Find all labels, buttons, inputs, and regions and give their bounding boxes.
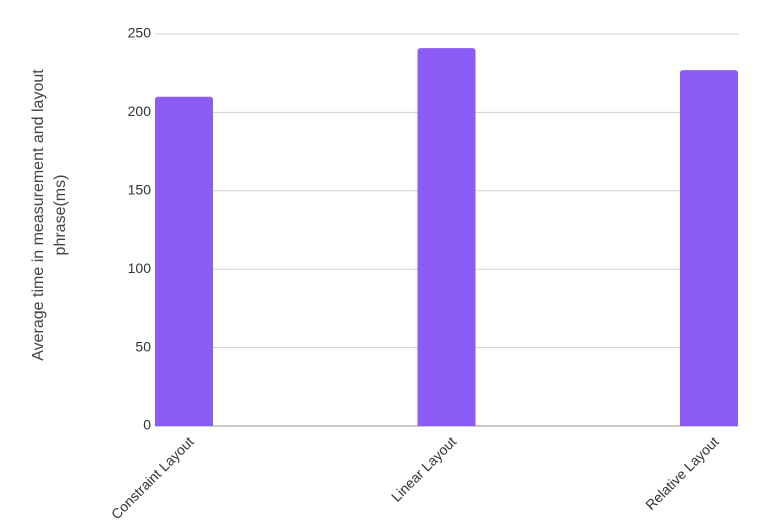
bar — [680, 70, 738, 427]
bar — [155, 96, 213, 426]
x-tick-label: Constraint Layout — [108, 433, 197, 522]
x-tick-label: Linear Layout — [388, 433, 459, 504]
y-tick-label: 250 — [128, 25, 152, 41]
y-tick-label: 150 — [128, 182, 152, 198]
y-tick-label: 100 — [128, 260, 152, 276]
bar — [417, 48, 476, 426]
y-tick-label: 200 — [128, 103, 152, 119]
y-tick-label: 0 — [143, 417, 151, 433]
y-axis-title: Average time in measurement and layout p… — [30, 69, 69, 361]
x-tick-label: Relative Layout — [642, 433, 722, 513]
y-tick-label: 50 — [135, 338, 151, 354]
